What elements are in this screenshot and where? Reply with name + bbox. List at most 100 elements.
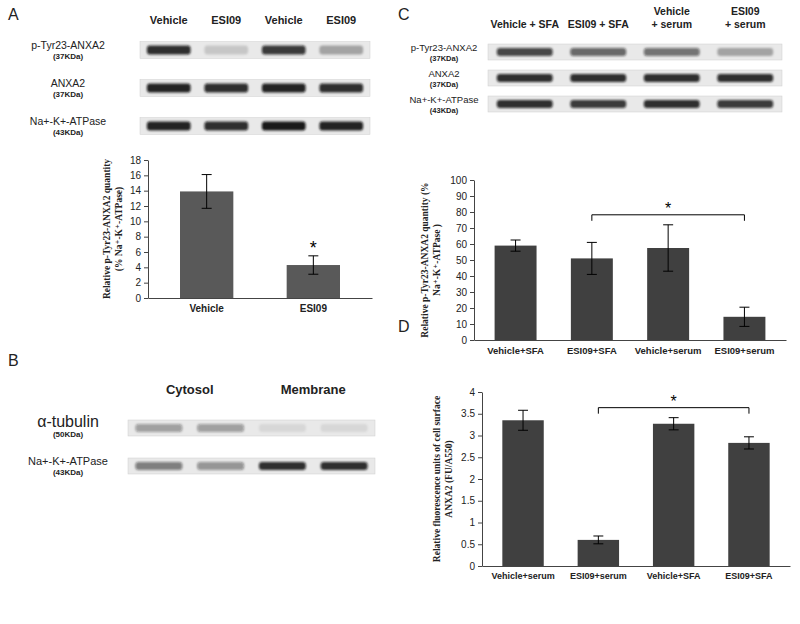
y-tick: 18 xyxy=(130,155,148,166)
y-tick-mark xyxy=(478,414,482,415)
row-label: Na+-K+-ATPase xyxy=(30,115,106,127)
x-axis: Vehicle+serumESI09+serumVehicle+SFAESI09… xyxy=(483,566,791,581)
y-tick-label: 3.5 xyxy=(461,408,475,419)
blot-band xyxy=(204,84,248,93)
y-axis: 024681012141618 xyxy=(130,155,149,304)
blot-background xyxy=(488,70,782,86)
blot-band xyxy=(259,424,306,432)
y-tick-label: 20 xyxy=(456,303,468,314)
y-tick-label: 0 xyxy=(461,335,467,346)
y-tick-mark xyxy=(470,276,474,277)
y-tick-label: 2 xyxy=(469,474,475,485)
y-tick: 3.5 xyxy=(461,408,482,419)
row-label: ANXA2 xyxy=(428,68,459,79)
y-tick: 2 xyxy=(469,474,482,485)
error-bar-cap xyxy=(593,543,603,544)
y-tick-label: 50 xyxy=(456,255,468,266)
error-bar-cap xyxy=(744,448,754,449)
error-bar-cap xyxy=(202,174,212,175)
blot-band xyxy=(197,424,244,432)
blot-background xyxy=(140,80,370,97)
x-tick-label: ESI09+SFA xyxy=(725,571,773,581)
y-tick-mark xyxy=(144,206,148,207)
error-bar-stem xyxy=(598,536,599,544)
blot-band xyxy=(204,46,248,55)
y-tick-mark xyxy=(478,566,482,567)
x-tick: Vehicle+SFA xyxy=(647,566,701,581)
x-axis: VehicleESI09 xyxy=(149,298,373,314)
y-tick-label: 90 xyxy=(456,191,468,202)
y-tick-label: 60 xyxy=(456,239,468,250)
lane-header: Membrane xyxy=(281,382,346,397)
y-tick-label: 100 xyxy=(450,175,467,186)
significance-marker: * xyxy=(310,238,317,258)
blot-band xyxy=(135,424,182,432)
blot-band xyxy=(262,122,306,131)
y-axis-line xyxy=(148,161,149,299)
y-tick-mark xyxy=(478,392,482,393)
error-bar-stem xyxy=(744,307,745,326)
lane-header: ESI09 xyxy=(211,14,241,26)
x-tick-label: Vehicle+SFA xyxy=(647,571,701,581)
y-axis-title-group: Relative p-Tyr23-ANXA2 quantity (%Na⁺-K⁺… xyxy=(420,182,443,337)
y-tick-label: 0 xyxy=(135,293,141,304)
bar xyxy=(728,443,769,566)
y-tick-label: 2.5 xyxy=(461,452,475,463)
lane-header: ESI09+ serum xyxy=(725,5,766,31)
y-axis-title: Relative p-Tyr23-ANXA2 quantity(% Na⁺-K⁺… xyxy=(102,159,125,299)
y-tick-label: 10 xyxy=(456,319,468,330)
y-tick: 100 xyxy=(450,175,474,186)
y-tick-mark xyxy=(144,160,148,161)
row-mw: (37KDa) xyxy=(53,52,84,61)
lane-header: ESI09 xyxy=(326,14,356,26)
x-tick-label: ESI09+serum xyxy=(570,571,627,581)
y-tick-label: 70 xyxy=(456,223,468,234)
y-tick-label: 18 xyxy=(130,155,142,166)
blot-band xyxy=(570,100,626,108)
error-bar xyxy=(202,175,212,209)
blot-band xyxy=(259,462,306,470)
panel-label: C xyxy=(398,6,410,23)
figure-canvas: ABCDVehicleESI09VehicleESI09p-Tyr23-ANXA… xyxy=(0,0,800,624)
error-bar-stem xyxy=(673,418,674,430)
y-tick-mark xyxy=(144,252,148,253)
blot-band xyxy=(717,100,773,108)
row-mw: (43KDa) xyxy=(53,128,84,137)
row-label: Na+-K+-ATPase xyxy=(28,455,108,467)
y-tick-mark xyxy=(470,308,474,309)
blot-band xyxy=(570,74,626,82)
y-tick: 0 xyxy=(461,335,474,346)
error-bar-cap xyxy=(744,436,754,437)
y-tick: 12 xyxy=(130,201,148,212)
x-axis: Vehicle+SFAESI09+SFAVehicle+serumESI09+s… xyxy=(475,340,787,356)
error-bar-cap xyxy=(511,240,521,241)
y-axis-title-group: Relative fluorescence units of cell surf… xyxy=(432,396,455,562)
y-tick: 0 xyxy=(135,293,148,304)
blot-band xyxy=(319,46,363,55)
error-bar-stem xyxy=(313,256,314,274)
y-tick-mark xyxy=(144,175,148,176)
blot-band xyxy=(204,122,248,131)
lane-header: ESI09 + SFA xyxy=(568,18,629,30)
row-label: p-Tyr23-ANXA2 xyxy=(411,42,478,53)
error-bar xyxy=(593,536,603,544)
blot-band xyxy=(570,48,626,56)
y-tick: 30 xyxy=(456,287,474,298)
plot-area xyxy=(502,410,769,566)
error-bar xyxy=(669,418,679,430)
error-bar-cap xyxy=(587,242,597,243)
error-bar-cap xyxy=(518,430,528,431)
blot-band xyxy=(497,100,553,108)
error-bar-cap xyxy=(739,326,749,327)
y-tick-label: 8 xyxy=(135,231,141,242)
y-tick: 40 xyxy=(456,271,474,282)
y-tick: 80 xyxy=(456,207,474,218)
error-bar xyxy=(739,307,749,326)
y-tick: 16 xyxy=(130,170,148,181)
x-tick: ESI09+SFA xyxy=(567,340,617,356)
y-tick-mark xyxy=(470,196,474,197)
y-tick: 50 xyxy=(456,255,474,266)
y-tick-mark xyxy=(478,501,482,502)
y-tick-mark xyxy=(144,221,148,222)
error-bar-stem xyxy=(668,225,669,271)
